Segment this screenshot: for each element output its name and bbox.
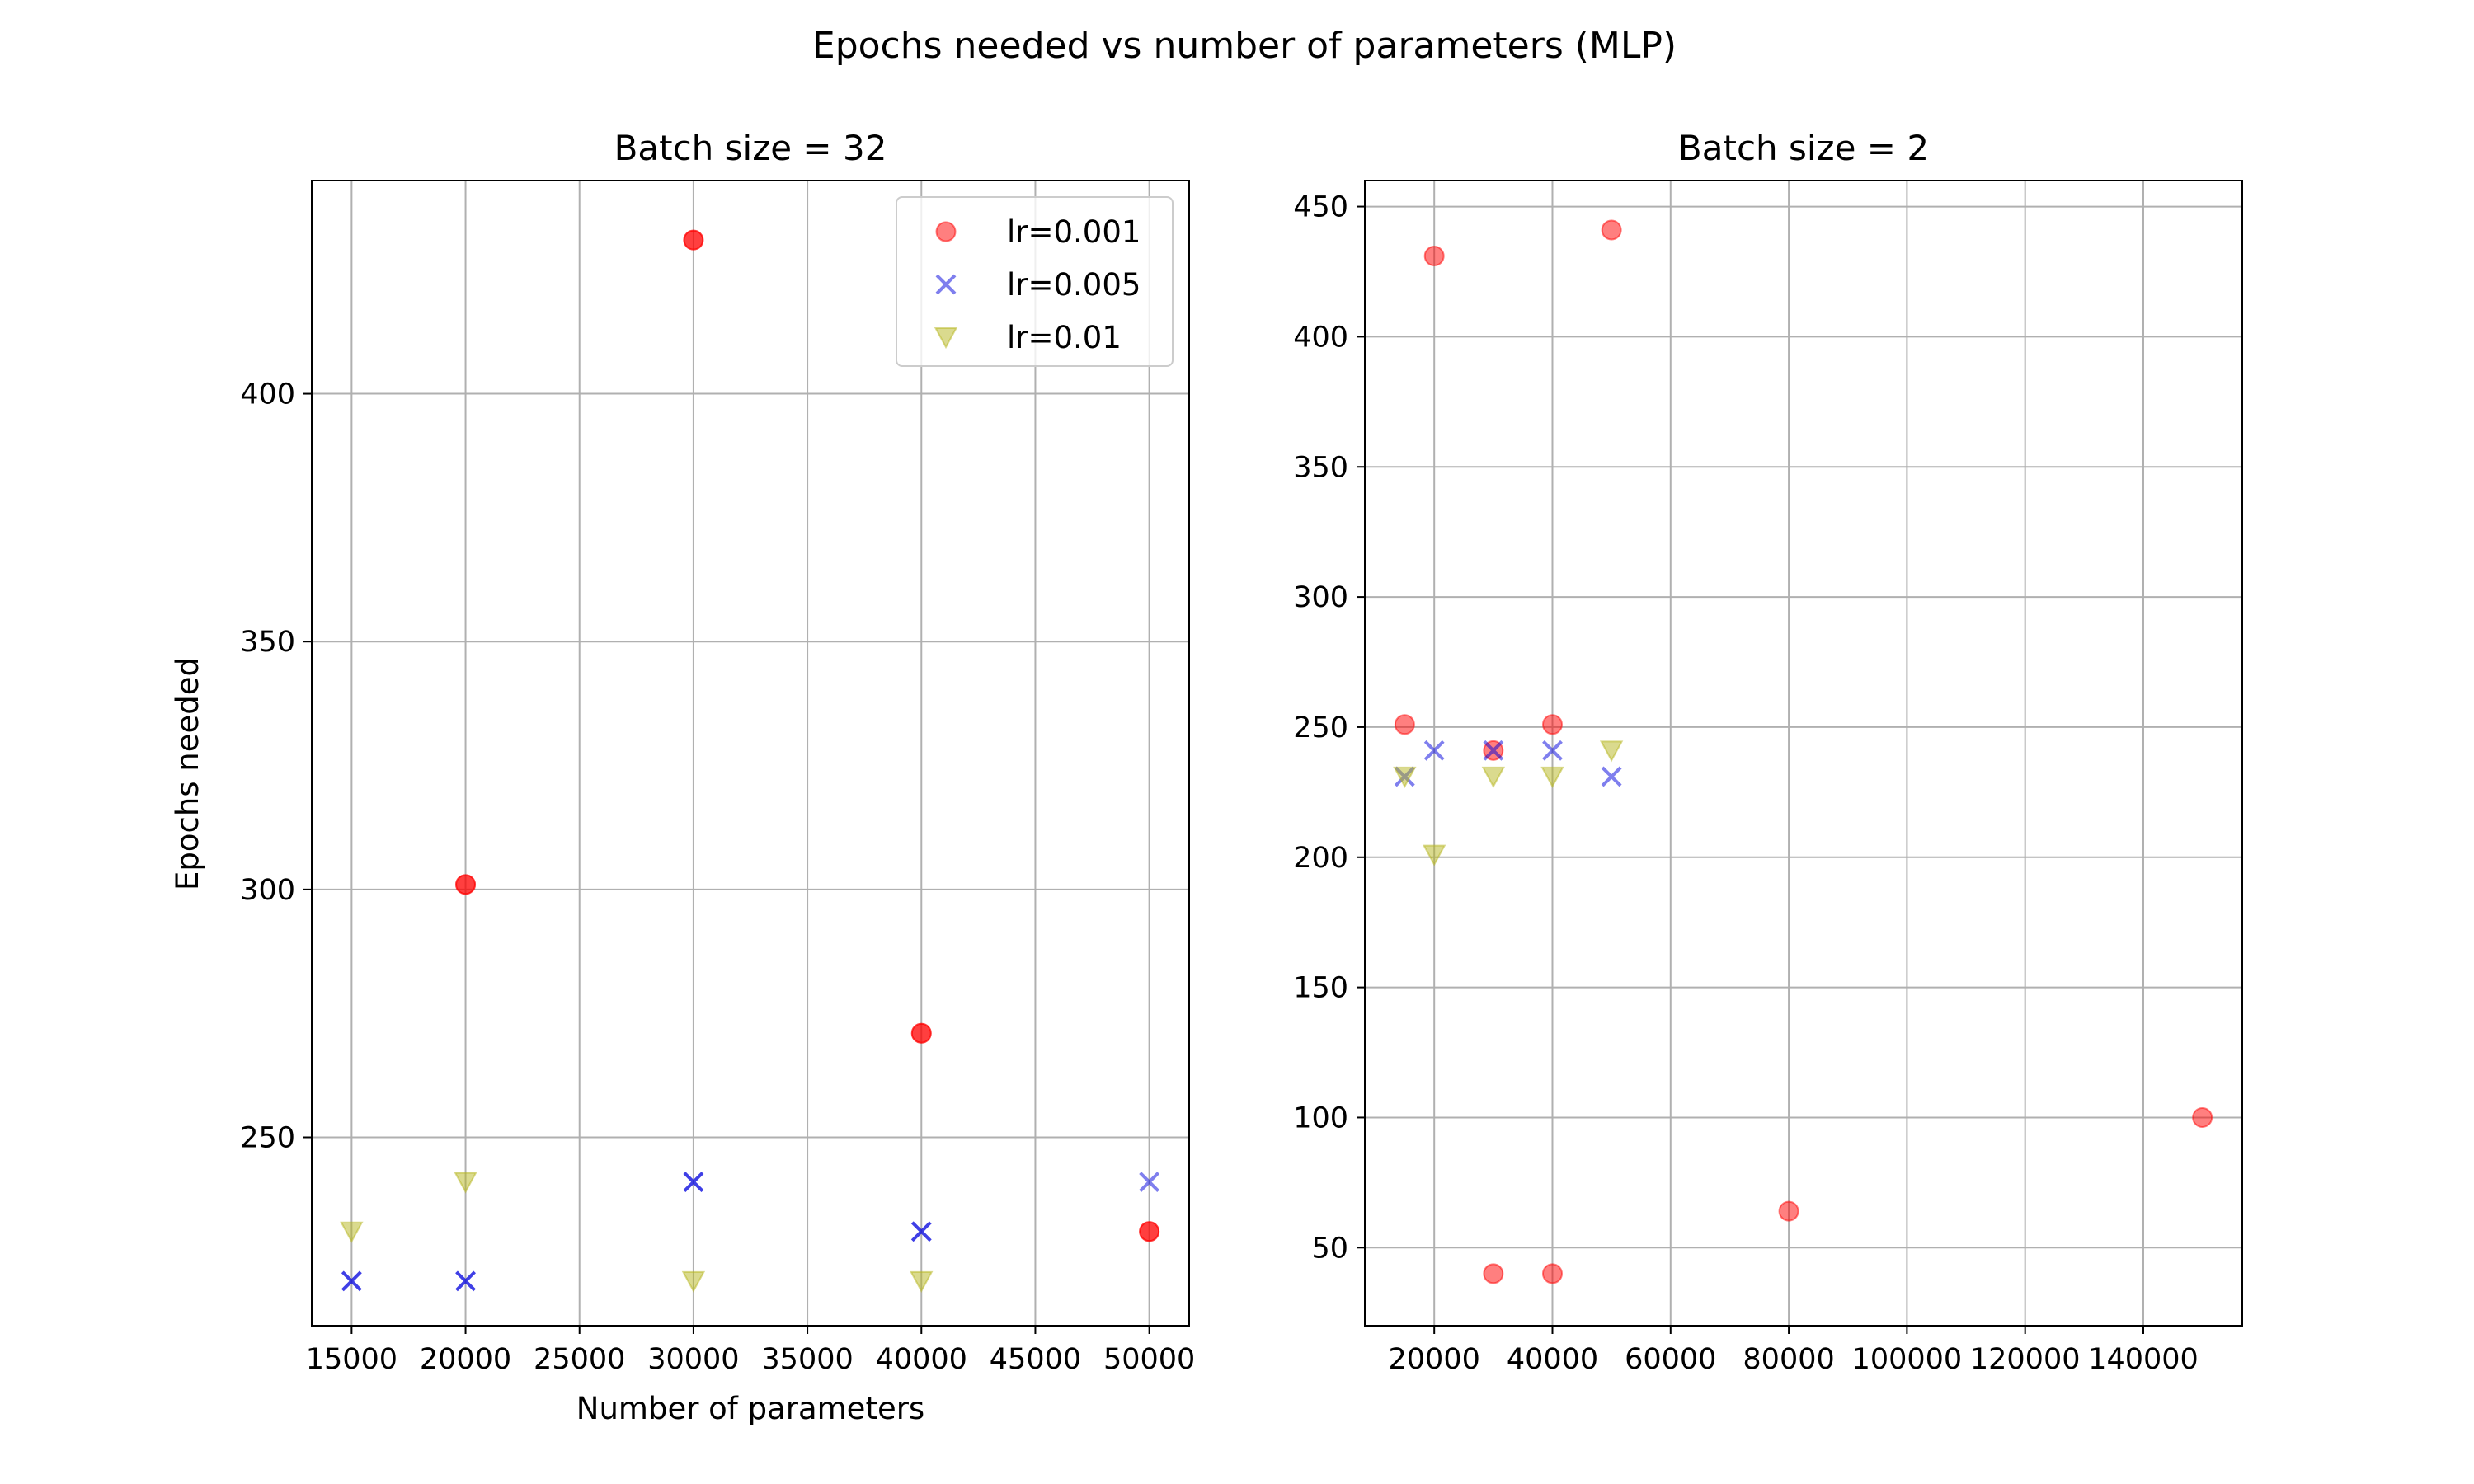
axes-frame xyxy=(311,180,1190,1327)
legend-label: lr=0.005 xyxy=(1007,267,1141,303)
y-tick-label: 400 xyxy=(240,378,295,411)
point-lr=0.001 xyxy=(910,1022,932,1044)
x-tick-label: 40000 xyxy=(876,1343,967,1376)
series-lr=0.001 xyxy=(455,229,1160,1242)
point-lr=0.001 xyxy=(1139,1221,1160,1242)
x-tick-label: 20000 xyxy=(1389,1343,1480,1376)
point-lr=0.001 xyxy=(1423,246,1445,267)
point-lr=0.005 xyxy=(1601,766,1622,787)
y-tick-label: 350 xyxy=(240,626,295,659)
x-tick-label: 120000 xyxy=(1970,1343,2081,1376)
y-tick-label: 450 xyxy=(1293,191,1348,224)
point-lr=0.005 xyxy=(910,1221,932,1242)
x-tick-label: 30000 xyxy=(647,1343,739,1376)
point-lr=0.001 xyxy=(1541,1263,1563,1284)
subplot-title: Batch size = 2 xyxy=(1678,128,1929,168)
y-tick-label: 150 xyxy=(1293,972,1348,1005)
figure-title: Epochs needed vs number of parameters (M… xyxy=(812,25,1677,67)
point-lr=0.01 xyxy=(1599,740,1624,763)
x-tick-label: 100000 xyxy=(1852,1343,1963,1376)
y-tick-label: 50 xyxy=(1311,1232,1348,1265)
y-tick-label: 300 xyxy=(240,874,295,907)
y-tick-label: 200 xyxy=(1293,842,1348,875)
point-lr=0.01 xyxy=(681,1270,706,1293)
x-tick-label: 140000 xyxy=(2088,1343,2199,1376)
point-lr=0.005 xyxy=(1483,740,1504,761)
point-lr=0.005 xyxy=(1542,740,1563,761)
x-tick-label: 15000 xyxy=(306,1343,397,1376)
point-lr=0.005 xyxy=(341,1270,362,1292)
point-lr=0.01 xyxy=(910,1270,934,1293)
point-lr=0.001 xyxy=(1541,714,1563,735)
point-lr=0.001 xyxy=(683,229,704,251)
point-lr=0.001 xyxy=(1483,1263,1504,1284)
y-tick-label: 250 xyxy=(1293,711,1348,744)
point-lr=0.001 xyxy=(1601,219,1622,241)
legend-marker-lr=0.001 xyxy=(935,221,957,242)
y-axis-label: Epochs needed xyxy=(170,657,205,890)
x-tick-label: 50000 xyxy=(1103,1343,1195,1376)
series-lr=0.005 xyxy=(341,1172,1160,1292)
x-tick-label: 45000 xyxy=(990,1343,1081,1376)
axes-frame xyxy=(1364,180,2243,1327)
point-lr=0.01 xyxy=(1540,766,1564,789)
subplot-2: 20000 40000 60000 80000 100000 120000 140000 50… xyxy=(1293,128,2243,1376)
series-lr=0.01 xyxy=(340,1172,934,1293)
point-lr=0.01 xyxy=(1423,844,1446,866)
x-tick-label: 60000 xyxy=(1625,1343,1716,1376)
legend: lr=0.001 lr=0.005 lr=0.01 xyxy=(896,196,1174,367)
legend-marker-lr=0.01 xyxy=(934,327,958,350)
series-lr=0.005 xyxy=(1394,740,1622,787)
x-tick-label: 35000 xyxy=(761,1343,853,1376)
y-tick-label: 100 xyxy=(1293,1101,1348,1134)
point-lr=0.01 xyxy=(454,1172,477,1194)
subplot-1: 15000 20000 25000 30000 35000 40000 45000 50000… xyxy=(170,128,1195,1426)
legend-label: lr=0.01 xyxy=(1007,320,1122,355)
legend-marker-lr=0.005 xyxy=(935,274,957,295)
plots: 15000 20000 25000 30000 35000 40000 45000 50000… xyxy=(170,128,2243,1426)
point-lr=0.01 xyxy=(340,1221,364,1243)
x-tick-label: 25000 xyxy=(534,1343,625,1376)
point-lr=0.001 xyxy=(455,874,477,895)
y-tick-label: 350 xyxy=(1293,451,1348,484)
point-lr=0.01 xyxy=(1481,766,1506,789)
x-tick-label: 80000 xyxy=(1743,1343,1834,1376)
x-tick-label: 20000 xyxy=(420,1343,511,1376)
series-lr=0.001 xyxy=(1394,219,2213,1284)
x-tick-label: 40000 xyxy=(1507,1343,1598,1376)
x-axis-label: Number of parameters xyxy=(576,1391,924,1426)
y-tick-label: 250 xyxy=(240,1122,295,1155)
subplot-title: Batch size = 32 xyxy=(614,128,887,168)
point-lr=0.001 xyxy=(1778,1200,1799,1222)
series-lr=0.01 xyxy=(1393,740,1624,866)
point-lr=0.005 xyxy=(683,1172,704,1193)
point-lr=0.005 xyxy=(1139,1172,1160,1193)
point-lr=0.001 xyxy=(1394,714,1415,735)
legend-frame xyxy=(896,196,1174,367)
point-lr=0.001 xyxy=(2192,1106,2213,1128)
point-lr=0.005 xyxy=(1423,740,1445,761)
y-tick-label: 400 xyxy=(1293,321,1348,354)
legend-label: lr=0.001 xyxy=(1007,214,1141,250)
y-tick-label: 300 xyxy=(1293,581,1348,614)
point-lr=0.005 xyxy=(455,1270,476,1292)
point-lr=0.01 xyxy=(1393,766,1417,789)
